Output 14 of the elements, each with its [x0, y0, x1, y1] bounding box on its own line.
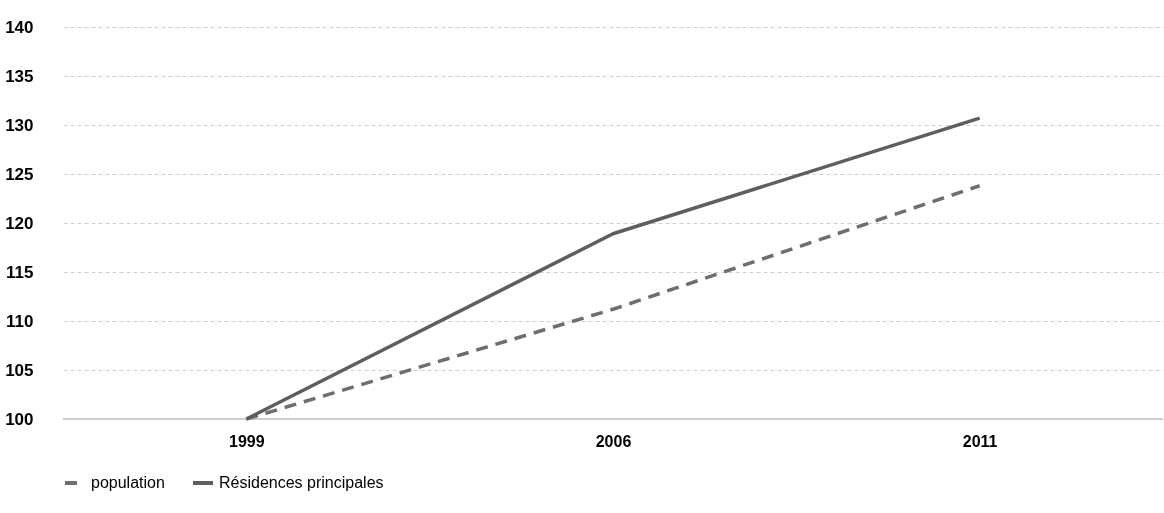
x-tick-label: 2011 — [962, 432, 998, 450]
x-tick-label: 2006 — [595, 432, 632, 450]
y-tick-label: 110 — [6, 311, 34, 331]
y-tick-label: 125 — [5, 164, 34, 184]
y-tick-label: 120 — [5, 213, 34, 233]
y-tick-label: 105 — [5, 360, 34, 380]
x-tick-label: 1999 — [229, 432, 265, 450]
y-tick-label: 115 — [6, 262, 34, 282]
y-tick-label: 135 — [5, 66, 34, 86]
legend-label: population — [91, 474, 165, 491]
y-tick-label: 140 — [5, 17, 34, 37]
y-tick-label: 100 — [5, 409, 34, 429]
legend-label: Résidences principales — [219, 474, 384, 491]
y-tick-label: 130 — [5, 115, 34, 135]
